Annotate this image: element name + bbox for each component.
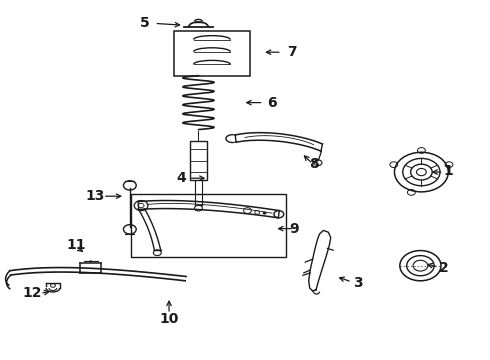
- Text: 2: 2: [439, 261, 448, 275]
- Text: 1: 1: [443, 164, 453, 178]
- Text: 8: 8: [309, 157, 318, 171]
- Text: 3: 3: [353, 276, 363, 289]
- Circle shape: [263, 212, 267, 215]
- Circle shape: [89, 260, 92, 262]
- Text: 7: 7: [287, 45, 296, 59]
- Text: 10: 10: [159, 312, 179, 325]
- Text: 9: 9: [289, 222, 299, 235]
- Text: 13: 13: [86, 189, 105, 203]
- Bar: [131, 194, 286, 257]
- Text: 6: 6: [267, 96, 277, 109]
- Text: 5: 5: [140, 17, 149, 30]
- Text: 4: 4: [176, 171, 186, 185]
- Text: 12: 12: [22, 287, 42, 300]
- Text: 11: 11: [66, 238, 86, 252]
- Bar: [174, 31, 250, 76]
